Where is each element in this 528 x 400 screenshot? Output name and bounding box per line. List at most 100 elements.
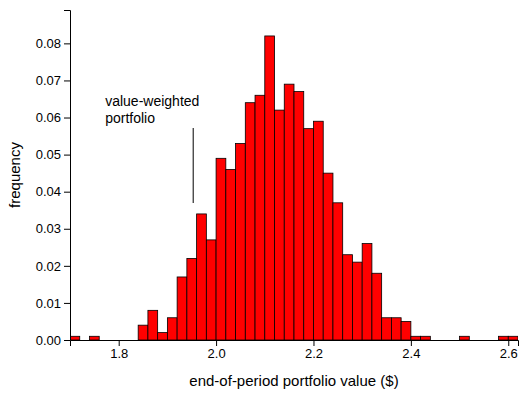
bar xyxy=(265,36,275,340)
bar xyxy=(450,340,460,341)
x-tick-mark xyxy=(313,340,314,346)
x-tick-label: 2.0 xyxy=(208,346,226,361)
bar xyxy=(304,129,314,340)
x-tick-mark xyxy=(216,340,217,346)
bar xyxy=(421,336,431,340)
y-tick-mark xyxy=(64,43,70,44)
x-tick-label: 2.4 xyxy=(402,346,420,361)
y-tick-label: 0.05 xyxy=(36,147,61,162)
y-tick-label: 0.01 xyxy=(36,296,61,311)
y-tick: 0.08 xyxy=(36,36,70,51)
x-tick-label: 2.6 xyxy=(500,346,518,361)
bar xyxy=(119,340,129,341)
y-tick: 0.01 xyxy=(36,296,70,311)
bar xyxy=(138,325,148,340)
bar xyxy=(255,95,265,340)
y-tick-label: 0.04 xyxy=(36,184,61,199)
bar xyxy=(158,333,168,340)
x-tick-label: 1.8 xyxy=(110,346,128,361)
bar xyxy=(216,158,226,340)
y-tick-label: 0.00 xyxy=(36,333,61,348)
annotation-line xyxy=(193,128,194,203)
bar xyxy=(294,92,304,340)
bar xyxy=(245,103,255,340)
y-tick-mark xyxy=(64,303,70,304)
x-tick: 1.8 xyxy=(110,340,128,361)
bar xyxy=(275,110,285,340)
bar xyxy=(499,336,509,340)
y-tick: 0.07 xyxy=(36,73,70,88)
x-tick: 2.0 xyxy=(208,340,226,361)
x-axis: 1.8 2.0 2.2 2.4 2.6 xyxy=(71,340,519,361)
y-tick: 0.00 xyxy=(36,333,70,348)
bar xyxy=(177,277,187,340)
x-axis-line xyxy=(71,341,519,347)
bar xyxy=(508,336,518,340)
bar xyxy=(80,340,90,341)
x-tick: 2.6 xyxy=(500,340,518,361)
annotation-text: value-weighted xyxy=(105,93,199,109)
y-tick-label: 0.03 xyxy=(36,221,61,236)
x-tick: 2.2 xyxy=(305,340,323,361)
bar xyxy=(469,340,479,341)
annotation-text: portfolio xyxy=(105,110,155,126)
y-axis-line xyxy=(64,11,71,341)
bar xyxy=(401,321,411,340)
bar xyxy=(109,340,119,341)
y-tick-mark xyxy=(64,266,70,267)
y-tick-label: 0.08 xyxy=(36,36,61,51)
y-tick: 0.03 xyxy=(36,221,70,236)
bar xyxy=(236,143,246,340)
y-tick: 0.06 xyxy=(36,110,70,125)
chart: 1.82.02.22.42.60.000.010.020.030.040.050… xyxy=(0,0,528,400)
bar xyxy=(197,214,207,340)
x-tick-mark xyxy=(119,340,120,346)
y-tick-mark xyxy=(64,229,70,230)
bar xyxy=(391,318,401,340)
x-tick-label: 2.2 xyxy=(305,346,323,361)
bar xyxy=(187,258,197,340)
x-tick-mark xyxy=(411,340,412,346)
y-tick-mark xyxy=(64,340,70,341)
bar xyxy=(382,318,392,340)
x-axis-title: end-of-period portfolio value ($) xyxy=(189,372,398,389)
y-axis: 0.00 0.01 0.02 0.03 0.04 0.05 0.06 0.07 0.08 xyxy=(36,11,71,348)
bar xyxy=(128,340,138,341)
bar xyxy=(372,273,382,340)
bars xyxy=(70,36,518,340)
bar xyxy=(352,262,362,340)
bar xyxy=(362,244,372,340)
bar xyxy=(167,318,177,340)
bar xyxy=(479,340,489,341)
bar xyxy=(460,336,470,340)
bar xyxy=(323,173,333,340)
bar xyxy=(70,336,80,340)
x-tick: 2.4 xyxy=(402,340,420,361)
y-tick-label: 0.02 xyxy=(36,259,61,274)
bar xyxy=(284,84,294,340)
y-tick: 0.04 xyxy=(36,184,70,199)
bar xyxy=(411,336,421,340)
y-tick: 0.02 xyxy=(36,259,70,274)
y-tick-label: 0.06 xyxy=(36,110,61,125)
y-tick-mark xyxy=(64,80,70,81)
bar xyxy=(89,336,99,340)
bar xyxy=(430,340,440,341)
y-axis-title: frequency xyxy=(6,142,23,208)
bar xyxy=(313,121,323,340)
plot: 1.82.02.22.42.60.000.010.020.030.040.050… xyxy=(36,11,519,362)
bar xyxy=(333,203,343,340)
y-tick-mark xyxy=(64,155,70,156)
y-tick-mark xyxy=(64,118,70,119)
bar xyxy=(99,340,109,341)
x-tick-mark xyxy=(508,340,509,346)
bar xyxy=(148,310,158,340)
bar xyxy=(440,340,450,341)
y-tick-label: 0.07 xyxy=(36,73,61,88)
bar xyxy=(206,240,216,340)
y-tick-mark xyxy=(64,192,70,193)
bar xyxy=(226,169,236,340)
bar xyxy=(343,255,353,340)
bar xyxy=(489,340,499,341)
y-tick: 0.05 xyxy=(36,147,70,162)
